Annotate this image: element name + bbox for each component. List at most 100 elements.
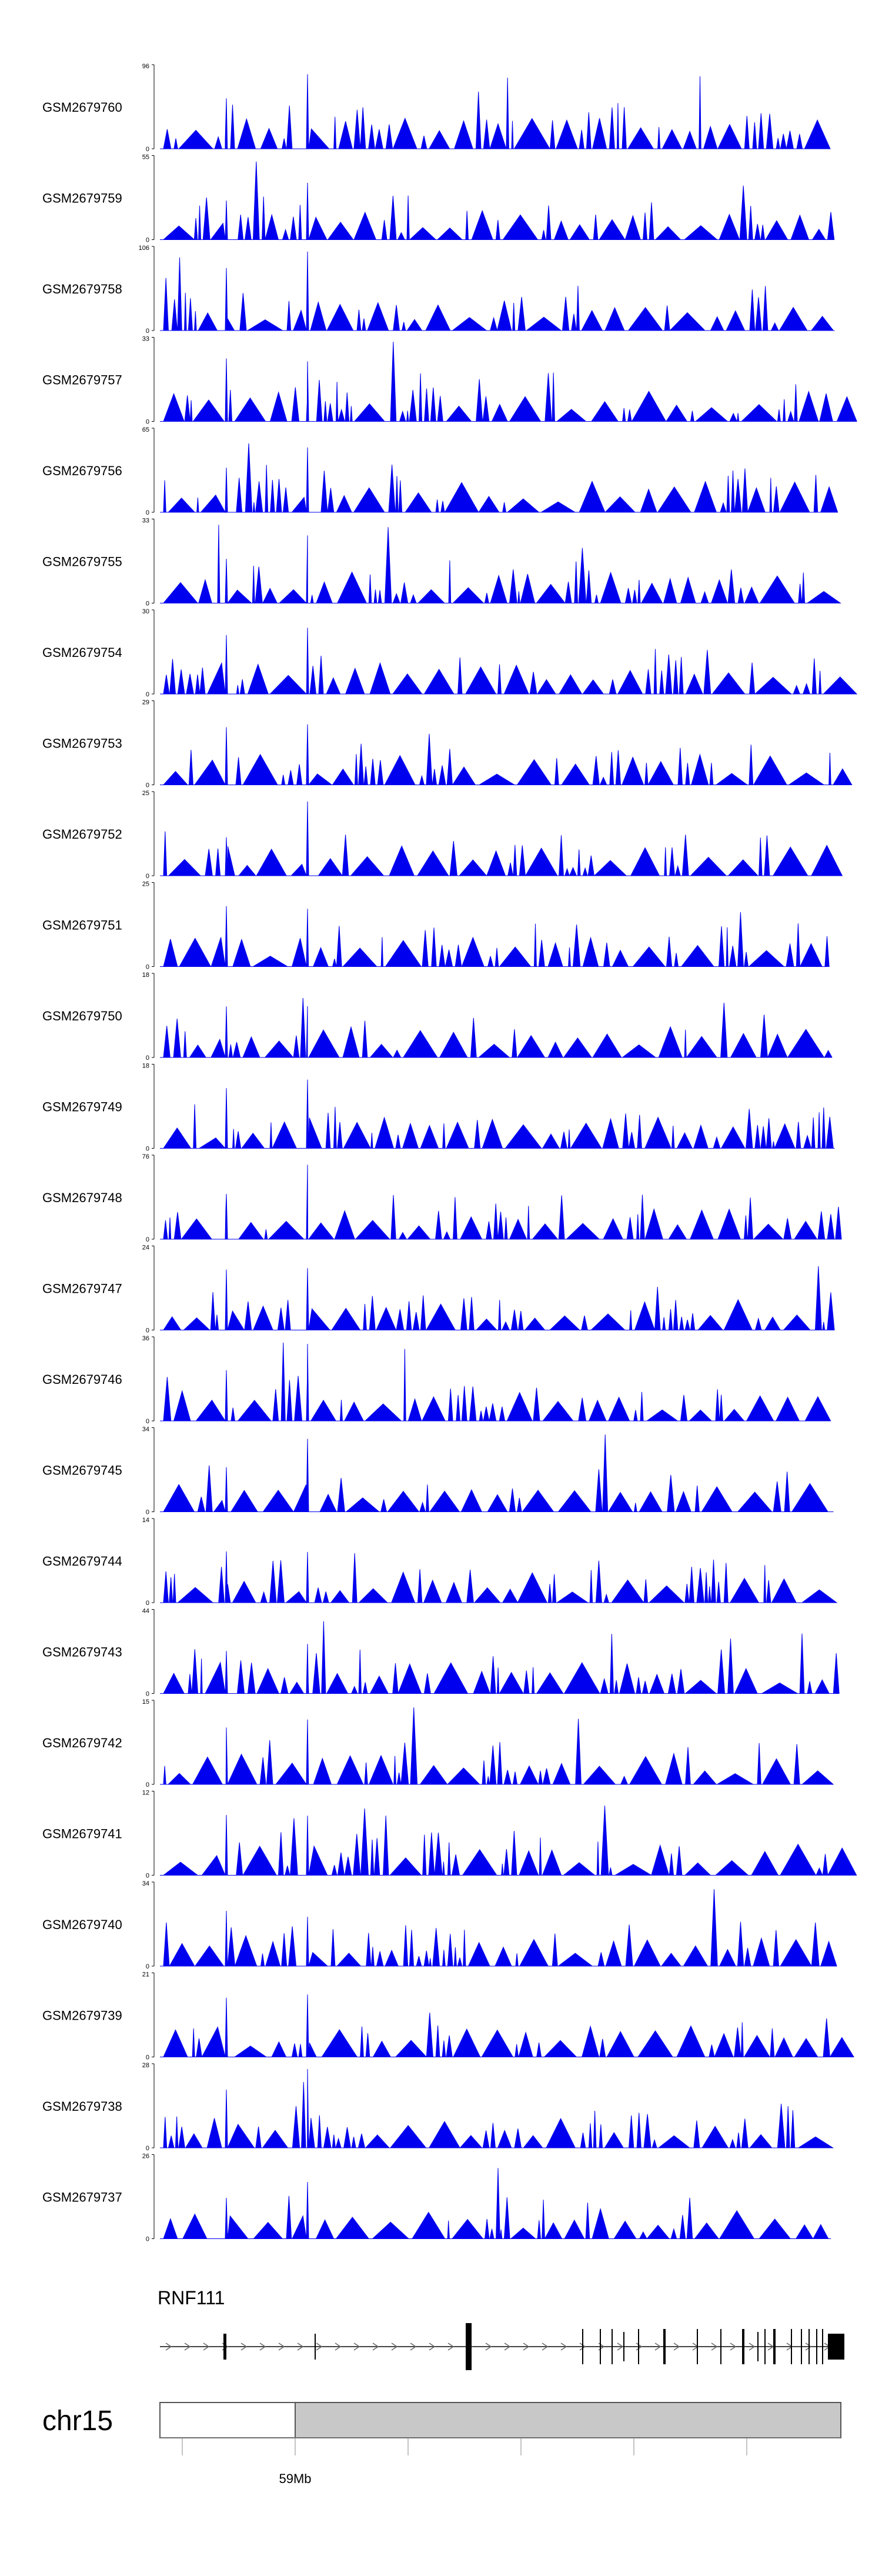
signal-area <box>160 628 858 695</box>
chromosome-region-shaded <box>295 2402 841 2438</box>
exon <box>801 2329 802 2364</box>
strand-arrow <box>184 2343 191 2351</box>
signal-area <box>160 724 853 786</box>
y-max-label: 25 <box>142 790 149 797</box>
y-max-label: 28 <box>142 2062 149 2069</box>
signal-area <box>160 1806 857 1876</box>
track-GSM2679743: GSM2679743 44 0 <box>42 1608 840 1698</box>
strand-arrow <box>560 2343 567 2351</box>
track-label: GSM2679752 <box>42 827 122 842</box>
strand-arrow <box>259 2343 266 2351</box>
gene-track: RNF111 <box>158 2287 844 2370</box>
track-GSM2679754: GSM2679754 30 0 <box>42 608 858 698</box>
track-label: GSM2679750 <box>42 1009 122 1023</box>
y-min-label: 0 <box>146 1781 149 1788</box>
signal-area <box>160 443 838 513</box>
track-GSM2679758: GSM2679758 106 0 <box>42 245 835 335</box>
y-max-label: 106 <box>139 245 149 252</box>
signal-area <box>160 1079 835 1149</box>
track-label: GSM2679757 <box>42 373 122 388</box>
strand-arrow <box>504 2343 511 2351</box>
strand-arrow <box>240 2343 248 2351</box>
y-max-label: 96 <box>142 63 149 70</box>
exon <box>612 2329 613 2364</box>
signal-area <box>160 251 835 331</box>
chromosome-label: chr15 <box>42 2405 113 2437</box>
y-max-label: 21 <box>142 1971 149 1978</box>
y-max-label: 24 <box>142 1244 149 1252</box>
y-max-label: 18 <box>142 1063 149 1070</box>
exon <box>663 2329 666 2364</box>
exon <box>638 2329 639 2364</box>
signal-area <box>160 1342 831 1422</box>
strand-arrow <box>316 2343 323 2351</box>
exon <box>582 2329 583 2364</box>
track-GSM2679738: GSM2679738 28 0 <box>42 2062 834 2152</box>
track-GSM2679742: GSM2679742 15 0 <box>42 1699 834 1788</box>
y-max-label: 36 <box>142 1335 149 1342</box>
track-GSM2679748: GSM2679748 76 0 <box>42 1153 842 1243</box>
signal-area <box>160 1707 834 1786</box>
signal-area <box>160 2168 831 2239</box>
signal-area <box>160 525 841 604</box>
y-min-label: 0 <box>146 1055 149 1062</box>
exon <box>600 2329 601 2364</box>
signal-area <box>160 342 857 422</box>
track-GSM2679759: GSM2679759 55 0 <box>42 154 835 244</box>
track-label: GSM2679741 <box>42 1827 122 1841</box>
exon <box>808 2329 810 2364</box>
exon <box>223 2334 226 2360</box>
exon <box>697 2329 698 2364</box>
track-label: GSM2679742 <box>42 1736 122 1750</box>
track-label: GSM2679745 <box>42 1463 122 1478</box>
y-max-label: 29 <box>142 699 149 706</box>
y-max-label: 33 <box>142 518 149 525</box>
exon <box>623 2332 624 2361</box>
signal-area <box>160 1889 837 1967</box>
track-label: GSM2679739 <box>42 2008 122 2023</box>
track-label: GSM2679755 <box>42 555 122 569</box>
strand-arrow <box>617 2343 624 2351</box>
exon <box>822 2329 823 2364</box>
ruler-tick-label: 59Mb <box>279 2471 311 2486</box>
y-min-label: 0 <box>146 2054 149 2061</box>
y-max-label: 30 <box>142 608 149 615</box>
y-max-label: 18 <box>142 972 149 979</box>
y-min-label: 0 <box>146 2236 149 2243</box>
y-max-label: 12 <box>142 1790 149 1797</box>
signal-area <box>160 997 833 1058</box>
track-label: GSM2679760 <box>42 100 122 115</box>
track-GSM2679737: GSM2679737 26 0 <box>42 2153 831 2243</box>
signal-tracks: GSM2679760960GSM2679759550GSM26797581060… <box>42 63 858 2243</box>
track-GSM2679757: GSM2679757 33 0 <box>42 336 857 426</box>
y-min-label: 0 <box>146 237 149 244</box>
y-min-label: 0 <box>146 1327 149 1334</box>
track-label: GSM2679748 <box>42 1190 122 1205</box>
y-max-label: 25 <box>142 881 149 888</box>
y-min-label: 0 <box>146 2145 149 2152</box>
track-label: GSM2679749 <box>42 1100 122 1115</box>
y-min-label: 0 <box>146 419 149 426</box>
y-max-label: 44 <box>142 1608 149 1615</box>
signal-area <box>160 1551 838 1604</box>
strand-arrow <box>372 2343 379 2351</box>
y-max-label: 15 <box>142 1699 149 1706</box>
strand-arrow <box>203 2343 210 2351</box>
track-GSM2679753: GSM2679753 29 0 <box>42 699 853 789</box>
strand-arrow <box>410 2343 417 2351</box>
gene-exons <box>223 2323 844 2370</box>
y-min-label: 0 <box>146 1146 149 1153</box>
ruler-ticks <box>182 2438 747 2455</box>
strand-arrow <box>749 2343 756 2351</box>
track-label: GSM2679738 <box>42 2099 122 2114</box>
signal-area <box>160 906 830 967</box>
track-GSM2679744: GSM2679744 14 0 <box>42 1517 838 1607</box>
strand-arrow <box>429 2343 436 2351</box>
track-GSM2679756: GSM2679756 65 0 <box>42 426 838 516</box>
strand-arrow <box>165 2343 172 2351</box>
y-min-label: 0 <box>146 782 149 789</box>
signal-area <box>160 74 831 149</box>
track-label: GSM2679746 <box>42 1372 122 1387</box>
track-label: GSM2679747 <box>42 1282 122 1296</box>
track-GSM2679745: GSM2679745 34 0 <box>42 1426 834 1516</box>
